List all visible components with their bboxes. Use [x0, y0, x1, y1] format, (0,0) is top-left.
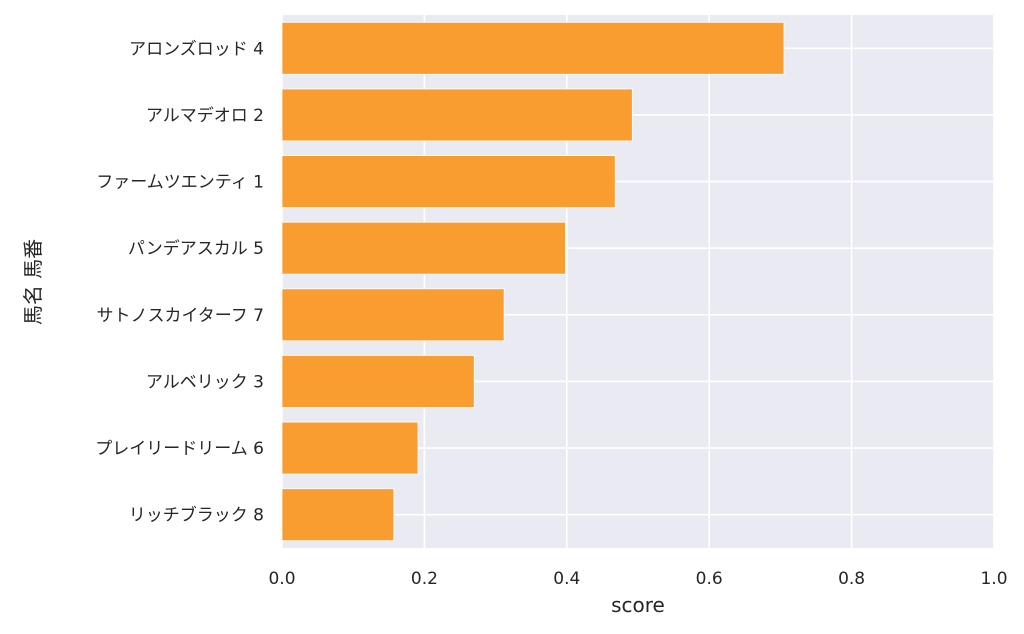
x-axis-title: score	[611, 593, 665, 617]
x-tick-label: 0.8	[838, 569, 865, 589]
y-category-label: パンデアスカル 5	[128, 238, 264, 259]
y-category-labels: アロンズロッド 4 アルマデオロ 2 ファームツエンティ 1 パンデアスカル 5 サトノ…	[95, 39, 264, 525]
bar	[281, 488, 395, 542]
bar	[281, 355, 475, 408]
y-category-label: アルベリック 3	[146, 372, 264, 392]
y-category-label: アロンズロッド 4	[129, 39, 264, 59]
x-tick-label: 0.2	[411, 569, 438, 589]
bar	[281, 288, 505, 342]
bar	[281, 155, 616, 208]
y-category-label: リッチブラック 8	[129, 505, 264, 526]
bar	[281, 421, 419, 475]
bar	[281, 221, 566, 275]
bars	[281, 21, 785, 542]
x-tick-label: 0.0	[268, 569, 295, 589]
x-tick-label: 0.4	[553, 569, 580, 589]
bar	[281, 88, 633, 142]
y-category-label: ファームツエンティ 1	[96, 173, 264, 193]
x-tick-labels: 0.0 0.2 0.4 0.6 0.8 1.0	[268, 569, 1007, 589]
x-tick-label: 0.6	[696, 569, 723, 589]
y-axis-title: 馬名 馬番	[21, 239, 45, 325]
bar	[281, 21, 785, 75]
y-category-label: アルマデオロ 2	[146, 105, 264, 126]
y-category-label: プレイリードリーム 6	[95, 439, 264, 459]
y-category-label: サトノスカイターフ 7	[96, 306, 264, 326]
x-tick-label: 1.0	[980, 569, 1007, 589]
